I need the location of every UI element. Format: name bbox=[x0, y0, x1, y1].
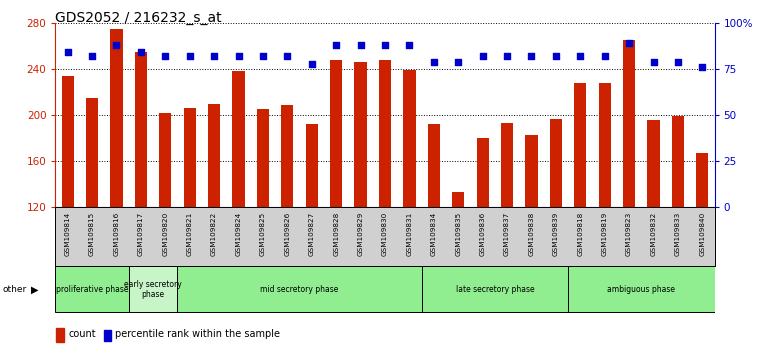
Bar bbox=[379, 60, 391, 207]
Point bbox=[501, 53, 514, 59]
Text: GSM109815: GSM109815 bbox=[89, 212, 95, 256]
Bar bbox=[178, 267, 422, 312]
Text: GSM109816: GSM109816 bbox=[113, 212, 119, 256]
Text: GSM109835: GSM109835 bbox=[455, 212, 461, 256]
Text: GSM109834: GSM109834 bbox=[431, 212, 437, 256]
Text: GSM109828: GSM109828 bbox=[333, 212, 339, 256]
Bar bbox=[452, 192, 464, 207]
Text: GSM109837: GSM109837 bbox=[504, 212, 510, 256]
Bar bbox=[330, 60, 343, 207]
Bar bbox=[183, 108, 196, 207]
Text: GSM109825: GSM109825 bbox=[260, 212, 266, 256]
Text: GDS2052 / 216232_s_at: GDS2052 / 216232_s_at bbox=[55, 11, 222, 25]
Text: early secretory
phase: early secretory phase bbox=[124, 280, 182, 299]
Point bbox=[256, 53, 269, 59]
Text: GSM109818: GSM109818 bbox=[578, 212, 584, 256]
Bar bbox=[135, 52, 147, 207]
Point bbox=[330, 42, 343, 48]
Bar bbox=[422, 267, 568, 312]
Point bbox=[477, 53, 489, 59]
Point bbox=[135, 50, 147, 55]
Point bbox=[623, 40, 635, 46]
Bar bbox=[598, 83, 611, 207]
Point bbox=[525, 53, 537, 59]
Point bbox=[696, 64, 708, 70]
Text: GSM109826: GSM109826 bbox=[284, 212, 290, 256]
Bar bbox=[129, 267, 178, 312]
Text: GSM109820: GSM109820 bbox=[162, 212, 169, 256]
Point bbox=[354, 42, 367, 48]
Bar bbox=[696, 153, 708, 207]
Text: GSM109817: GSM109817 bbox=[138, 212, 144, 256]
Bar bbox=[427, 124, 440, 207]
Bar bbox=[525, 135, 537, 207]
Text: GSM109839: GSM109839 bbox=[553, 212, 559, 256]
Bar bbox=[281, 105, 293, 207]
Text: GSM109827: GSM109827 bbox=[309, 212, 315, 256]
Bar bbox=[110, 29, 122, 207]
Bar bbox=[672, 116, 684, 207]
Text: GSM109831: GSM109831 bbox=[407, 212, 413, 256]
Text: GSM109833: GSM109833 bbox=[675, 212, 681, 256]
Point bbox=[550, 53, 562, 59]
Bar bbox=[56, 328, 64, 343]
Point bbox=[452, 59, 464, 64]
Text: proliferative phase: proliferative phase bbox=[55, 285, 129, 294]
Bar bbox=[159, 113, 172, 207]
Point bbox=[648, 59, 660, 64]
Point bbox=[208, 53, 220, 59]
Point bbox=[281, 53, 293, 59]
Text: GSM109822: GSM109822 bbox=[211, 212, 217, 256]
Text: mid secretory phase: mid secretory phase bbox=[260, 285, 339, 294]
Point bbox=[183, 53, 196, 59]
Text: other: other bbox=[2, 285, 26, 294]
Text: percentile rank within the sample: percentile rank within the sample bbox=[115, 329, 280, 339]
Text: ambiguous phase: ambiguous phase bbox=[608, 285, 675, 294]
Point bbox=[110, 42, 122, 48]
Point bbox=[86, 53, 99, 59]
Point bbox=[379, 42, 391, 48]
Point bbox=[306, 61, 318, 66]
Text: late secretory phase: late secretory phase bbox=[456, 285, 534, 294]
Bar bbox=[55, 267, 129, 312]
Bar bbox=[623, 40, 635, 207]
Text: GSM109829: GSM109829 bbox=[357, 212, 363, 256]
Point bbox=[233, 53, 245, 59]
Bar bbox=[354, 62, 367, 207]
Bar bbox=[104, 330, 111, 341]
Text: GSM109824: GSM109824 bbox=[236, 212, 242, 256]
Bar bbox=[648, 120, 660, 207]
Bar bbox=[62, 76, 74, 207]
Point bbox=[671, 59, 684, 64]
Text: GSM109836: GSM109836 bbox=[480, 212, 486, 256]
Text: GSM109821: GSM109821 bbox=[186, 212, 192, 256]
Bar bbox=[550, 119, 562, 207]
Text: GSM109840: GSM109840 bbox=[699, 212, 705, 256]
Text: GSM109819: GSM109819 bbox=[601, 212, 608, 256]
Bar bbox=[86, 98, 98, 207]
Bar bbox=[208, 104, 220, 207]
Bar bbox=[568, 267, 715, 312]
Point bbox=[598, 53, 611, 59]
Point bbox=[62, 50, 74, 55]
Text: GSM109823: GSM109823 bbox=[626, 212, 632, 256]
Point bbox=[574, 53, 587, 59]
Bar bbox=[501, 123, 513, 207]
Text: GSM109830: GSM109830 bbox=[382, 212, 388, 256]
Point bbox=[159, 53, 172, 59]
Text: GSM109832: GSM109832 bbox=[651, 212, 657, 256]
Bar bbox=[233, 72, 245, 207]
Bar bbox=[257, 109, 269, 207]
Bar bbox=[306, 124, 318, 207]
Text: count: count bbox=[69, 329, 96, 339]
Point bbox=[427, 59, 440, 64]
Text: GSM109838: GSM109838 bbox=[528, 212, 534, 256]
Text: ▶: ▶ bbox=[31, 284, 38, 295]
Text: GSM109814: GSM109814 bbox=[65, 212, 71, 256]
Bar bbox=[574, 83, 587, 207]
Bar bbox=[477, 138, 489, 207]
Bar bbox=[403, 70, 416, 207]
Point bbox=[403, 42, 416, 48]
